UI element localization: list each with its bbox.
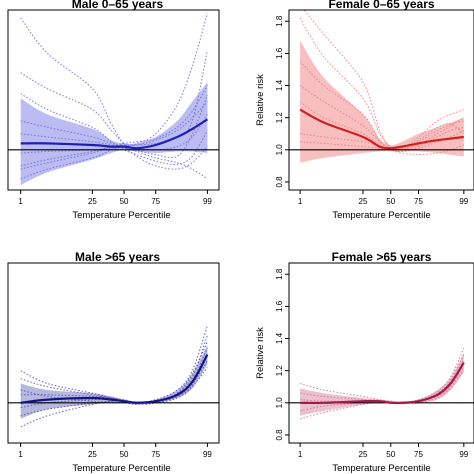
individual-curve-7 (20, 341, 208, 405)
y-tick-label: 1.2 (275, 112, 284, 124)
x-tick-label: 75 (414, 450, 423, 459)
individual-curve-8 (20, 133, 208, 180)
y-tick-label: 1.4 (275, 79, 284, 91)
individual-curve-1 (299, 354, 465, 404)
individual-curve-4 (20, 13, 208, 180)
y-tick-label: 1.4 (275, 332, 284, 344)
chart-panel-3: Male >65 years 1 25 50 75 99 Temperature Perce… (7, 250, 220, 474)
panel-title: Female >65 years (332, 250, 432, 264)
pooled-curve (299, 108, 464, 150)
x-tick-label: 1 (18, 197, 23, 206)
x-tick-label: 50 (120, 197, 129, 206)
x-axis-label: Temperature Percentile (332, 463, 430, 474)
x-tick-label: 25 (88, 450, 97, 459)
chart-panel-2: Female 0–65 years 1 25 50 75 99 Temperature Pe… (255, 0, 474, 221)
x-axis-label: Temperature Percentile (332, 210, 430, 221)
individual-curve-5 (20, 85, 208, 170)
x-tick-label: 75 (151, 450, 160, 459)
x-tick-label: 50 (386, 197, 395, 206)
plot-area (289, 347, 474, 420)
individual-curve-1 (20, 72, 208, 159)
y-tick-label: 0.8 (275, 176, 284, 188)
y-tick-label: 1.6 (275, 47, 284, 59)
pooled-curve (20, 354, 209, 404)
individual-curve-2 (20, 93, 208, 165)
y-tick-label: 1.2 (275, 365, 284, 377)
x-tick-label: 1 (298, 197, 303, 206)
confidence-band (20, 345, 208, 419)
individual-curve-2 (20, 325, 208, 404)
x-tick-label: 99 (459, 450, 468, 459)
panel-title: Female 0–65 years (328, 0, 434, 11)
plot-area (8, 325, 219, 428)
chart-panel-4: Female >65 years 1 25 50 75 99 Temperature Per… (255, 250, 474, 474)
individual-curve-3 (20, 17, 208, 170)
confidence-band (20, 82, 208, 186)
y-tick-label: 1.8 (275, 268, 284, 280)
individual-curve-6 (299, 101, 464, 156)
x-tick-label: 75 (151, 197, 160, 206)
y-tick-label: 0.8 (275, 429, 284, 441)
x-tick-label: 50 (386, 450, 395, 459)
confidence-band (300, 40, 464, 163)
x-tick-label: 99 (203, 197, 212, 206)
y-tick-label: 1.0 (275, 397, 284, 409)
panel-title: Male 0–65 years (72, 0, 164, 11)
plot-area (8, 13, 219, 186)
x-tick-label: 99 (203, 450, 212, 459)
chart-panel-1: Male 0–65 years 1 25 50 75 99 Temperature Perc… (7, 0, 220, 221)
x-tick-label: 75 (414, 197, 423, 206)
plot-area (289, 10, 474, 163)
x-tick-label: 25 (359, 197, 368, 206)
individual-curve-3 (299, 61, 464, 150)
x-tick-label: 50 (120, 450, 129, 459)
x-tick-label: 99 (459, 197, 468, 206)
individual-curve-2 (299, 367, 465, 420)
x-tick-label: 1 (18, 450, 23, 459)
individual-curve-5 (300, 117, 465, 151)
y-axis-label: Relative risk (255, 74, 266, 126)
x-tick-label: 1 (298, 450, 303, 459)
plot-frame (7, 262, 220, 444)
pooled-curve (20, 118, 208, 150)
x-axis-label: Temperature Percentile (72, 210, 170, 221)
y-tick-label: 1.6 (275, 300, 284, 312)
individual-curve-7 (20, 101, 208, 154)
x-axis-label: Temperature Percentile (72, 463, 170, 474)
plot-frame (7, 9, 220, 191)
plot-frame (288, 262, 474, 444)
x-tick-label: 25 (88, 197, 97, 206)
x-tick-label: 25 (359, 450, 368, 459)
plot-frame (288, 9, 474, 191)
y-axis-label: Relative risk (255, 327, 266, 379)
y-tick-label: 1.8 (275, 15, 284, 27)
y-tick-label: 1.0 (275, 144, 284, 156)
pooled-curve (300, 362, 465, 405)
panel-title: Male >65 years (75, 250, 160, 264)
